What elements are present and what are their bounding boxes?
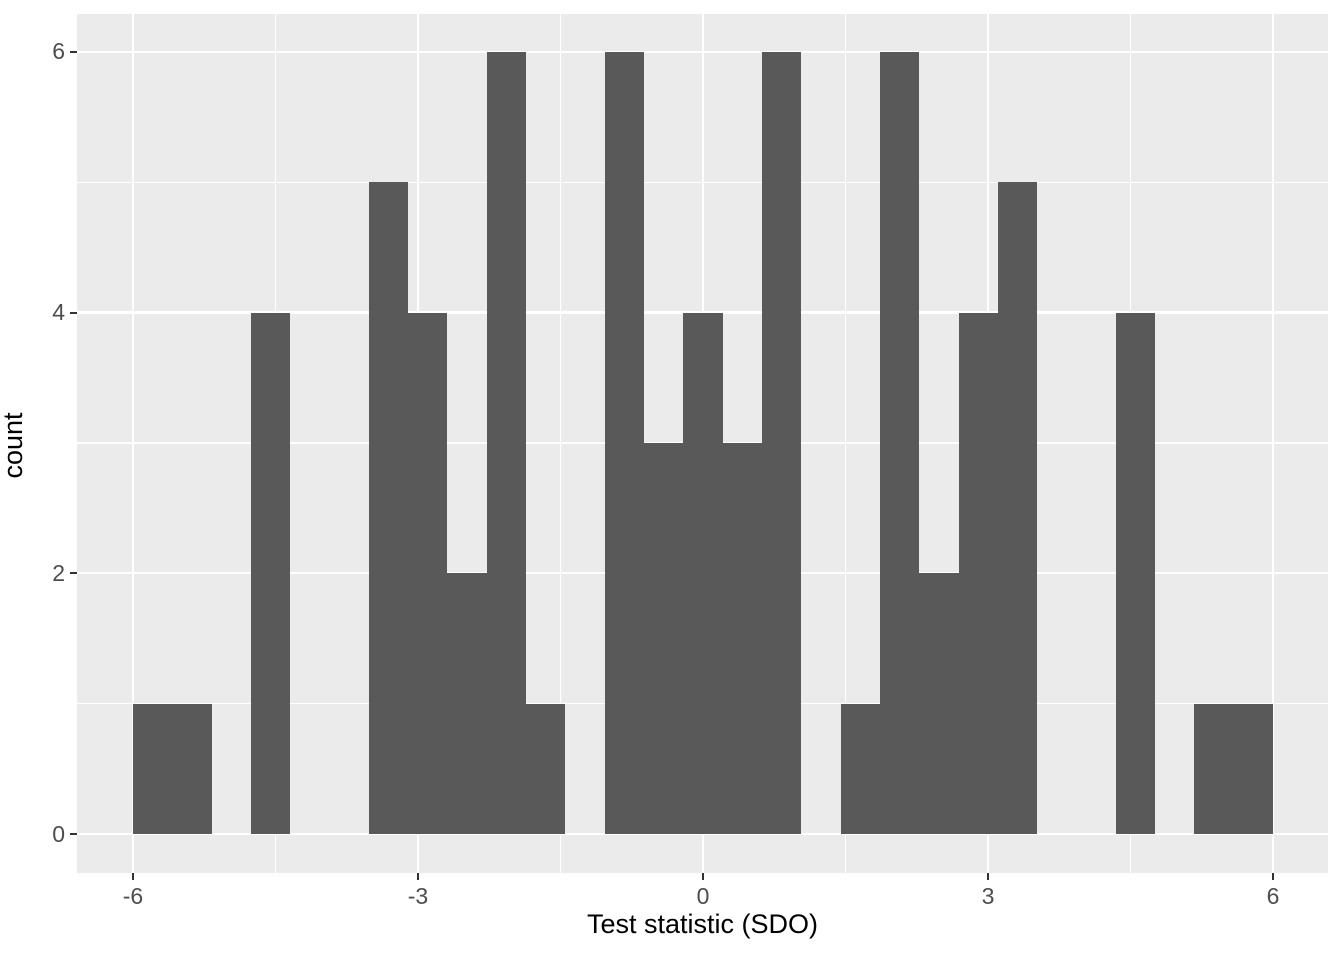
x-tick-label: -6: [122, 883, 144, 909]
x-tick-mark: [1272, 873, 1274, 880]
x-tick-label: -3: [407, 883, 429, 909]
gridline-major-vertical: [1271, 14, 1275, 873]
histogram-bar: [919, 573, 959, 834]
histogram-bar: [1233, 703, 1273, 834]
histogram-bar: [1115, 312, 1156, 834]
y-tick-mark: [70, 572, 77, 575]
histogram-bar: [408, 312, 448, 834]
histogram-bar: [447, 573, 487, 834]
histogram-bar: [683, 312, 723, 834]
x-tick-label: 0: [696, 883, 710, 909]
plot-panel: [77, 14, 1328, 873]
gridline-minor-vertical: [844, 14, 847, 873]
y-tick-label: 2: [52, 559, 65, 586]
y-tick-mark: [70, 833, 77, 835]
histogram-bar: [526, 703, 566, 834]
histogram-bar: [761, 51, 802, 834]
histogram-bar: [997, 182, 1038, 834]
histogram-bar: [604, 51, 645, 834]
histogram-bar: [958, 312, 998, 834]
histogram-bar: [368, 182, 409, 834]
gridline-major-vertical: [131, 14, 135, 873]
y-tick-label: 6: [52, 38, 65, 65]
histogram-bar: [840, 703, 880, 834]
x-tick-mark: [417, 873, 419, 880]
histogram-bar: [879, 51, 920, 834]
histogram-bar: [644, 442, 684, 834]
x-tick-mark: [132, 873, 134, 880]
histogram-bar: [133, 703, 173, 834]
x-tick-label: 6: [1266, 883, 1280, 909]
x-axis-title: Test statistic (SDO): [586, 909, 819, 939]
histogram-bar: [722, 442, 762, 834]
gridline-minor-vertical: [559, 14, 562, 873]
x-tick-mark: [702, 873, 704, 880]
y-tick-label: 4: [52, 299, 65, 326]
y-tick-mark: [70, 50, 77, 53]
histogram-bar: [486, 51, 527, 834]
y-tick-label: 0: [52, 820, 65, 847]
histogram-bar: [1194, 703, 1234, 834]
x-tick-mark: [987, 873, 989, 880]
histogram-bar: [250, 312, 291, 834]
histogram-bar: [172, 703, 212, 834]
y-tick-mark: [70, 311, 77, 314]
x-tick-label: 3: [981, 883, 995, 909]
y-axis-title: count: [0, 412, 28, 479]
